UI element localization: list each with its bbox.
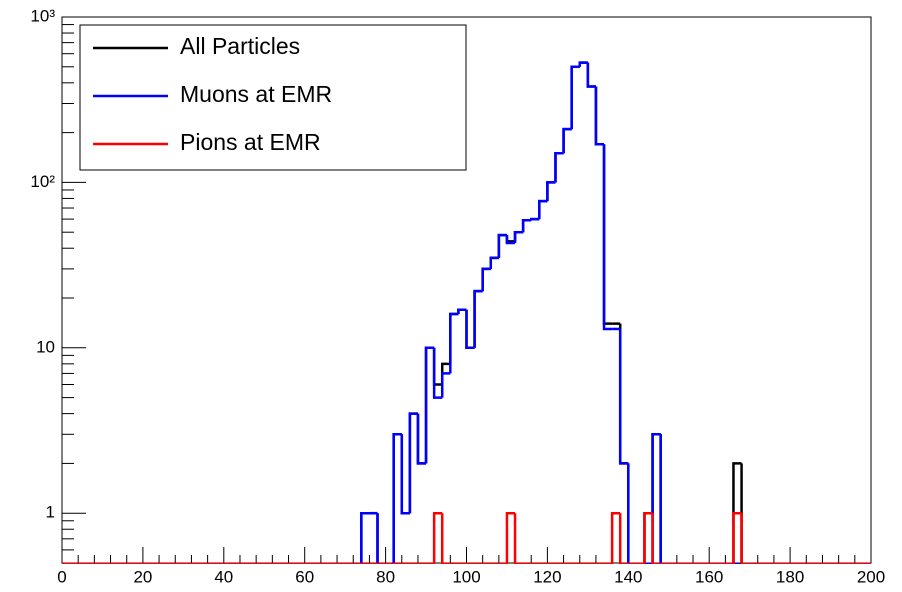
histogram-step: [586, 62, 596, 88]
histogram-step: [529, 217, 540, 221]
histogram-step: [360, 511, 370, 564]
histogram-step: [594, 86, 605, 146]
histogram-step: [440, 372, 451, 398]
histogram-step: [489, 256, 499, 269]
histogram-step: [432, 347, 443, 399]
x-tick-label: 140: [614, 567, 642, 586]
x-tick-label: 0: [57, 567, 66, 586]
y-tick-label: 10³: [30, 6, 55, 25]
histogram-step: [659, 434, 669, 564]
histogram-step: [521, 219, 532, 233]
histogram-step: [416, 413, 427, 465]
histogram-step: [481, 267, 491, 292]
legend-label: Pions at EMR: [180, 129, 321, 155]
x-tick-label: 60: [295, 567, 314, 586]
histogram-step: [392, 433, 402, 564]
x-tick-label: 20: [133, 567, 152, 586]
x-tick-label: 80: [376, 567, 395, 586]
histogram-step: [618, 513, 629, 564]
histogram-step: [424, 346, 435, 464]
histogram-step: [740, 513, 750, 564]
legend-label: All Particles: [180, 33, 300, 59]
legend-label: Muons at EMR: [180, 81, 332, 107]
histogram-step: [408, 412, 418, 514]
histogram-step: [513, 230, 524, 244]
x-tick-label: 200: [857, 567, 885, 586]
histogram-step: [554, 152, 564, 183]
y-tick-label: 10: [36, 337, 55, 356]
histogram-step: [578, 61, 588, 67]
x-tick-label: 180: [776, 567, 804, 586]
histogram-step: [400, 434, 410, 515]
x-tick-label: 100: [452, 567, 480, 586]
histogram-step: [457, 308, 467, 315]
histogram-step: [432, 511, 443, 564]
histogram-step: [562, 127, 572, 154]
histogram-step: [643, 511, 653, 564]
histogram-step: [465, 309, 475, 350]
histogram-step: [497, 233, 507, 258]
histogram-step: [627, 463, 637, 564]
histogram-step: [610, 511, 621, 564]
histogram-step: [732, 511, 742, 564]
histogram-step: [538, 199, 548, 220]
histogram-step: [449, 312, 459, 374]
x-tick-label: 40: [214, 567, 233, 586]
histogram-step: [651, 513, 661, 564]
y-tick-label: 10²: [30, 172, 55, 191]
y-tick-label: 1: [46, 503, 55, 522]
histogram-step: [570, 65, 580, 130]
x-tick-label: 120: [533, 567, 561, 586]
histogram-step: [440, 513, 451, 564]
histogram-step: [618, 328, 629, 465]
x-tick-label: 160: [695, 567, 723, 586]
histograms: [62, 61, 871, 564]
histogram-step: [505, 235, 516, 245]
histogram-step: [602, 144, 613, 331]
histogram-step: [740, 463, 750, 564]
histogram-step: [505, 511, 516, 564]
histogram-step: [513, 513, 524, 564]
legend: All Particles Muons at EMR Pions at EMR: [79, 24, 467, 171]
histogram-step: [473, 289, 483, 348]
histogram-step: [376, 513, 386, 564]
histogram-step: [546, 181, 556, 202]
